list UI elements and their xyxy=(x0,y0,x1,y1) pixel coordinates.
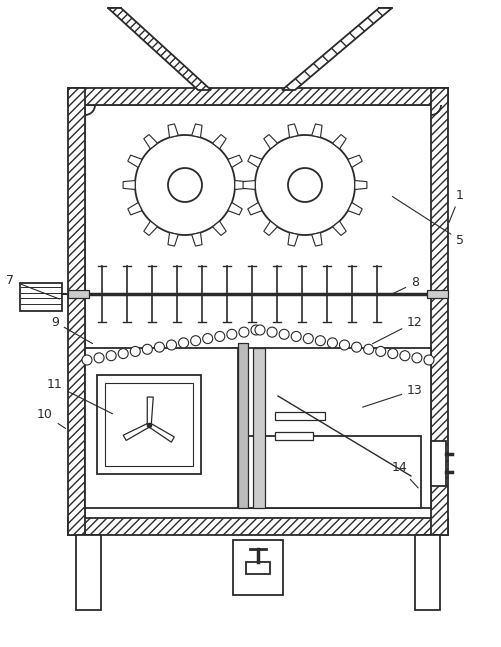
Bar xyxy=(247,436,420,508)
Polygon shape xyxy=(311,124,322,137)
Polygon shape xyxy=(282,8,391,90)
Bar xyxy=(68,518,447,535)
Circle shape xyxy=(315,336,325,345)
Circle shape xyxy=(423,355,433,365)
Circle shape xyxy=(288,168,321,202)
Circle shape xyxy=(106,351,116,361)
Bar xyxy=(275,432,313,440)
Bar xyxy=(430,441,445,486)
Polygon shape xyxy=(212,221,226,236)
Polygon shape xyxy=(247,203,262,215)
Circle shape xyxy=(135,135,234,235)
Circle shape xyxy=(279,329,289,339)
Polygon shape xyxy=(191,232,201,246)
Text: 9: 9 xyxy=(51,316,92,344)
Polygon shape xyxy=(227,203,242,215)
Polygon shape xyxy=(143,135,157,149)
Bar xyxy=(20,283,62,311)
Circle shape xyxy=(339,340,349,350)
Polygon shape xyxy=(247,155,262,168)
Circle shape xyxy=(303,334,313,344)
Circle shape xyxy=(411,353,421,363)
Polygon shape xyxy=(347,155,362,168)
Circle shape xyxy=(226,329,236,339)
Polygon shape xyxy=(288,232,298,246)
Bar xyxy=(245,562,270,574)
Polygon shape xyxy=(332,135,346,149)
Circle shape xyxy=(363,344,373,355)
Text: 5: 5 xyxy=(392,197,463,247)
Text: 1: 1 xyxy=(448,188,463,223)
Bar xyxy=(76,535,101,610)
Circle shape xyxy=(178,338,188,348)
Text: 14: 14 xyxy=(391,461,417,488)
Text: 10: 10 xyxy=(37,408,66,428)
Text: 12: 12 xyxy=(372,316,422,344)
Polygon shape xyxy=(354,181,366,190)
Circle shape xyxy=(154,342,164,352)
Polygon shape xyxy=(242,181,255,190)
Polygon shape xyxy=(263,135,277,149)
Polygon shape xyxy=(168,232,178,246)
Polygon shape xyxy=(123,181,135,190)
Circle shape xyxy=(238,327,248,337)
Bar xyxy=(68,88,447,105)
Circle shape xyxy=(168,168,201,202)
Circle shape xyxy=(255,135,354,235)
Polygon shape xyxy=(347,203,362,215)
Text: 7: 7 xyxy=(6,274,59,299)
Circle shape xyxy=(214,331,224,342)
Bar xyxy=(97,375,201,474)
Circle shape xyxy=(166,340,176,350)
Bar xyxy=(105,383,193,466)
Circle shape xyxy=(375,346,385,356)
Circle shape xyxy=(190,336,200,345)
Polygon shape xyxy=(128,203,142,215)
Polygon shape xyxy=(108,8,210,90)
Circle shape xyxy=(327,338,337,348)
Polygon shape xyxy=(311,232,322,246)
Bar xyxy=(68,290,89,298)
Polygon shape xyxy=(147,397,153,425)
Polygon shape xyxy=(191,124,201,137)
Polygon shape xyxy=(148,423,174,442)
Polygon shape xyxy=(227,155,242,168)
Bar xyxy=(68,88,85,535)
Circle shape xyxy=(267,327,277,337)
Bar xyxy=(414,535,439,610)
Circle shape xyxy=(118,349,128,358)
Circle shape xyxy=(291,331,301,342)
Bar xyxy=(85,348,237,508)
Text: 8: 8 xyxy=(392,276,418,294)
Bar xyxy=(275,412,324,420)
Bar xyxy=(232,540,283,595)
Circle shape xyxy=(94,353,104,363)
Circle shape xyxy=(351,342,361,352)
Circle shape xyxy=(130,346,140,356)
Bar xyxy=(247,348,430,508)
Polygon shape xyxy=(168,124,178,137)
Polygon shape xyxy=(288,124,298,137)
Text: 11: 11 xyxy=(47,378,112,414)
Polygon shape xyxy=(212,135,226,149)
Bar xyxy=(253,348,265,508)
Circle shape xyxy=(255,325,265,335)
Polygon shape xyxy=(123,423,150,441)
Bar xyxy=(85,105,430,518)
Polygon shape xyxy=(263,221,277,236)
Polygon shape xyxy=(234,181,246,190)
Circle shape xyxy=(202,334,212,344)
Circle shape xyxy=(387,349,397,358)
Circle shape xyxy=(82,355,92,365)
Bar xyxy=(426,290,447,298)
Circle shape xyxy=(399,351,409,361)
Circle shape xyxy=(250,325,261,335)
Polygon shape xyxy=(128,155,142,168)
Text: 13: 13 xyxy=(362,384,422,407)
Circle shape xyxy=(142,344,152,355)
Bar xyxy=(430,88,447,535)
Polygon shape xyxy=(332,221,346,236)
Bar xyxy=(237,343,247,508)
Polygon shape xyxy=(143,221,157,236)
